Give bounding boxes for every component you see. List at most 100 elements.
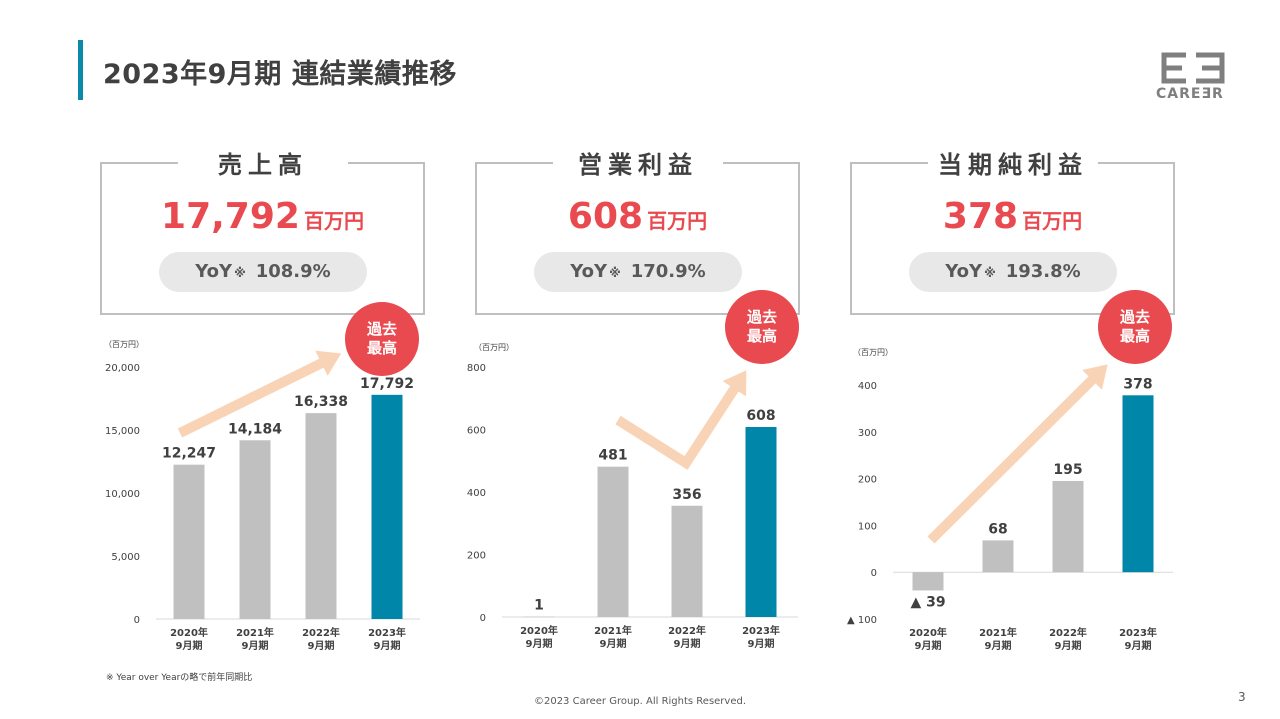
logo-text: CAREƎR	[1156, 86, 1224, 102]
y-axis-unit-label: （百万円）	[474, 343, 514, 352]
trend-arrow-shaft	[927, 366, 1106, 544]
yoy-note-mark: ※	[609, 266, 621, 280]
y-tick-label: ▲ 100	[847, 615, 877, 626]
yoy-note-mark: ※	[984, 266, 996, 280]
bar	[1052, 480, 1084, 573]
badge-line2: 最高	[1119, 327, 1150, 345]
kpi-value-number: 378	[942, 196, 1019, 237]
y-tick-label: 600	[467, 426, 486, 437]
bar	[305, 413, 337, 619]
kpi-value-unit: 百万円	[303, 209, 364, 233]
yoy-pill-sales: YoY ※ 108.9%	[159, 252, 367, 292]
kpi-value-unit: 百万円	[647, 209, 708, 233]
y-tick-label: 0	[480, 613, 486, 624]
x-tick-label-period: 9月期	[1125, 639, 1152, 652]
data-label: 14,184	[228, 421, 282, 437]
x-tick-label-year: 2022年	[302, 626, 340, 639]
badge-line1: 過去	[366, 320, 397, 338]
record-high-badge-operating-income: 過去 最高	[725, 290, 799, 364]
yoy-pill-operating-income: YoY ※ 170.9%	[534, 252, 742, 292]
yoy-note-mark: ※	[234, 266, 246, 280]
data-label: 608	[746, 408, 775, 424]
bar	[745, 427, 777, 617]
data-label: 12,247	[162, 446, 216, 462]
kpi-frame-operating-income	[475, 162, 800, 315]
trend-arrow-shaft	[615, 374, 747, 470]
x-tick-label-year: 2020年	[909, 626, 947, 639]
bar	[523, 616, 555, 618]
x-tick-label-period: 9月期	[985, 639, 1012, 652]
kpi-label-sales: 売上高	[178, 145, 348, 180]
y-tick-label: 800	[467, 363, 486, 374]
data-label: ▲ 39	[910, 594, 945, 610]
badge-line1: 過去	[746, 308, 777, 326]
x-tick-label-period: 9月期	[176, 639, 203, 652]
x-tick-label-year: 2021年	[236, 626, 274, 639]
x-tick-label-period: 9月期	[748, 637, 775, 650]
kpi-value-number: 17,792	[161, 196, 300, 237]
bar	[982, 540, 1014, 573]
y-tick-label: 0	[871, 568, 877, 579]
bar	[597, 466, 629, 617]
x-tick-label-period: 9月期	[308, 639, 335, 652]
x-tick-label-year: 2022年	[1049, 626, 1087, 639]
x-tick-label-period: 9月期	[915, 639, 942, 652]
kpi-value-operating-income: 608 百万円	[475, 196, 800, 237]
x-tick-label-year: 2021年	[594, 624, 632, 637]
footnote: ※ Year over Yearの略で前年同期比	[106, 673, 253, 683]
y-tick-label: 400	[858, 381, 877, 392]
bar	[912, 572, 944, 591]
x-tick-label-year: 2021年	[979, 626, 1017, 639]
badge-line2: 最高	[366, 339, 397, 357]
bar	[371, 394, 403, 619]
badge-line1: 過去	[1119, 308, 1150, 326]
data-label: 16,338	[294, 394, 348, 410]
record-high-badge-net-income: 過去 最高	[1098, 290, 1172, 364]
bar	[173, 464, 205, 619]
x-tick-label-period: 9月期	[374, 639, 401, 652]
yoy-prefix: YoY	[570, 261, 608, 282]
kpi-frame-net-income	[850, 162, 1175, 315]
y-tick-label: 100	[858, 521, 877, 532]
kpi-label-net-income: 当期純利益	[928, 145, 1098, 180]
trend-arrow-head	[1082, 364, 1108, 390]
yoy-prefix: YoY	[195, 261, 233, 282]
chart-operating-income: （百万円）020040060080012020年9月期4812021年9月期35…	[467, 343, 798, 650]
x-tick-label-period: 9月期	[674, 637, 701, 650]
data-label: 481	[598, 448, 627, 464]
x-tick-label-period: 9月期	[1055, 639, 1082, 652]
y-tick-label: 15,000	[105, 426, 140, 437]
yoy-value: 108.9%	[255, 261, 331, 282]
data-label: 378	[1123, 376, 1152, 392]
x-tick-label-period: 9月期	[600, 637, 627, 650]
data-label: 17,792	[360, 376, 414, 392]
trend-arrow-head	[722, 370, 747, 397]
y-axis-unit-label: （百万円）	[104, 340, 144, 349]
y-tick-label: 400	[467, 488, 486, 499]
trend-arrow-head	[315, 350, 342, 376]
trend-arrow-shaft	[177, 352, 337, 438]
data-label: 195	[1053, 462, 1082, 478]
y-tick-label: 20,000	[105, 363, 140, 374]
bar	[239, 440, 271, 619]
yoy-value: 170.9%	[630, 261, 706, 282]
kpi-label-operating-income: 営業利益	[553, 145, 723, 180]
badge-line2: 最高	[746, 327, 777, 345]
x-tick-label-year: 2023年	[368, 626, 406, 639]
x-tick-label-year: 2020年	[520, 624, 558, 637]
y-tick-label: 200	[858, 475, 877, 486]
y-axis-unit-label: （百万円）	[853, 348, 893, 357]
y-tick-label: 10,000	[105, 489, 140, 500]
yoy-pill-net-income: YoY ※ 193.8%	[909, 252, 1117, 292]
kpi-frame-sales	[100, 162, 425, 315]
y-tick-label: 300	[858, 428, 877, 439]
data-label: 356	[672, 487, 701, 503]
chart-sales: （百万円） 0 5,000 10,000 15,000 20,000 12,247 2020年…	[104, 340, 420, 652]
kpi-value-unit: 百万円	[1022, 209, 1083, 233]
x-tick-label-year: 2023年	[742, 624, 780, 637]
record-high-badge-sales: 過去 最高	[345, 302, 419, 376]
x-tick-label-year: 2023年	[1119, 626, 1157, 639]
page-title: 2023年9月期 連結業績推移	[103, 59, 457, 90]
y-tick-label: 0	[134, 615, 140, 626]
